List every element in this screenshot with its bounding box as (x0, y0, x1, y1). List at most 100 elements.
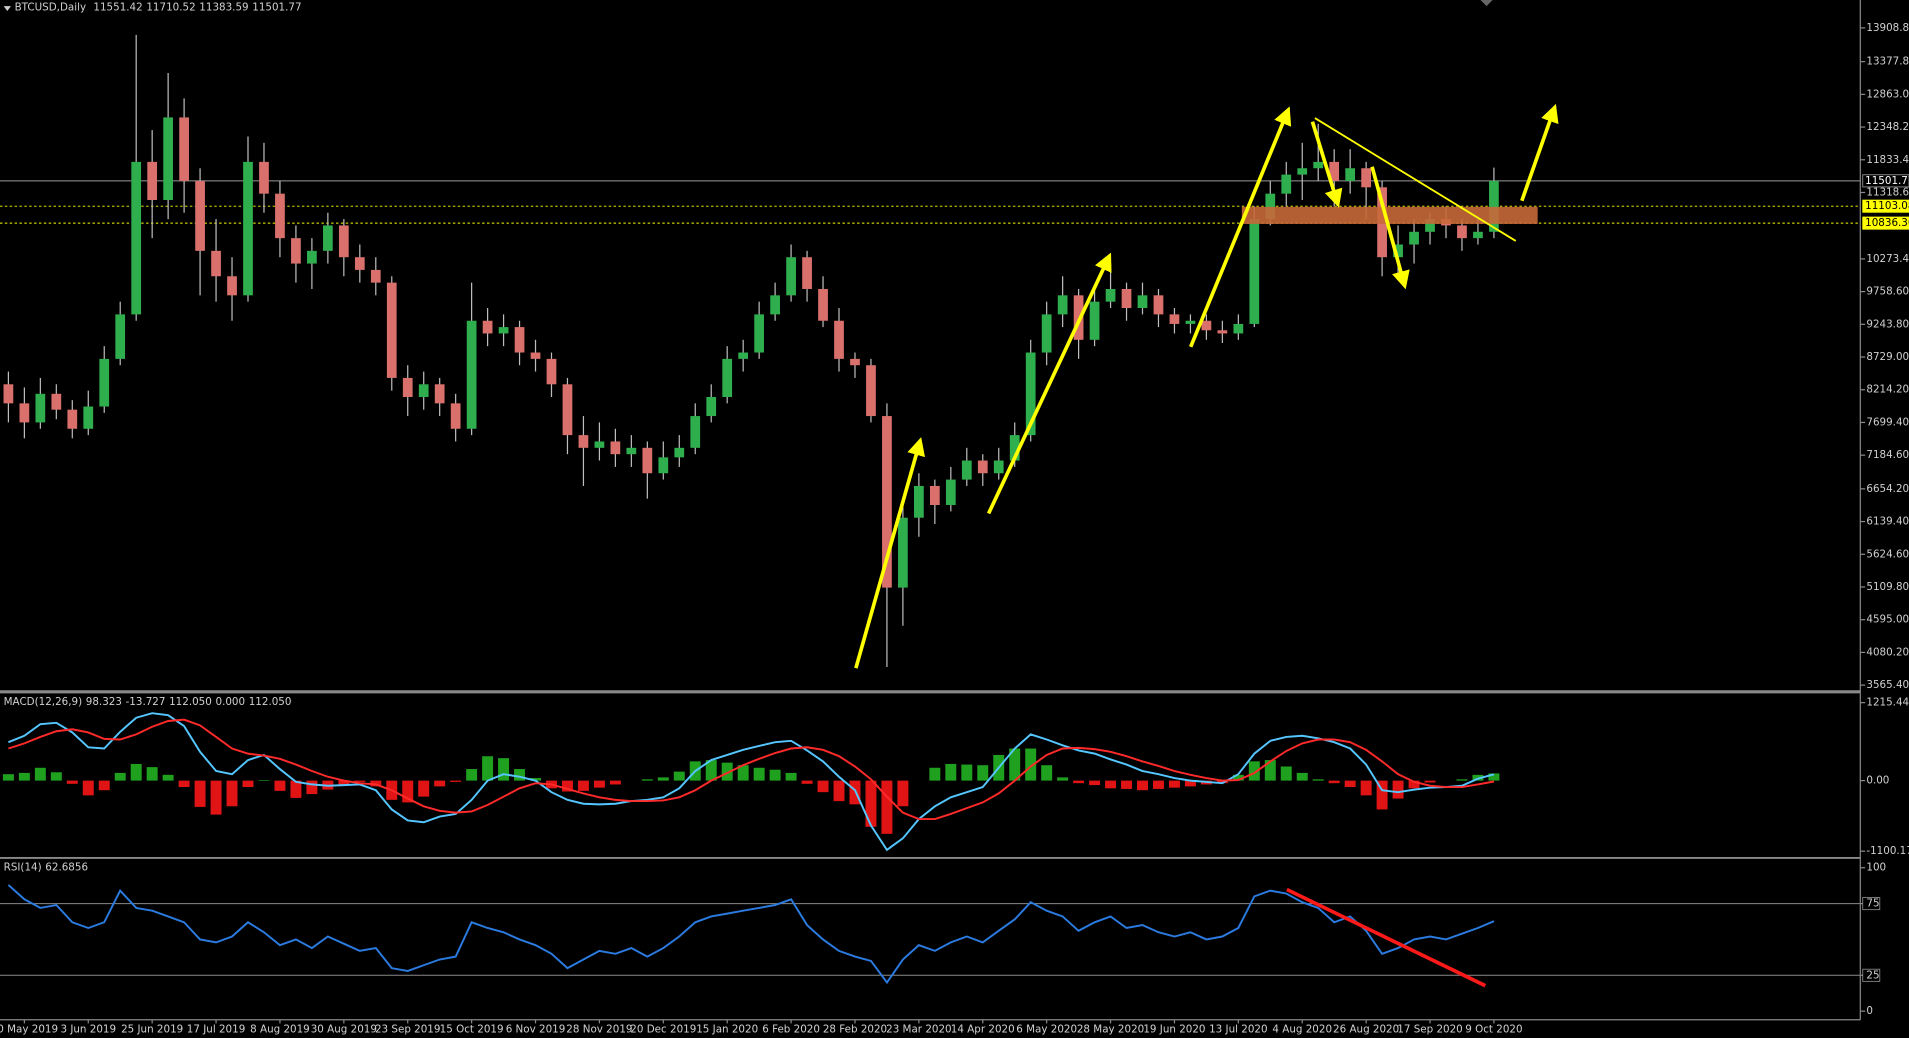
menu-triangle (3, 6, 11, 11)
candle-body (1089, 301, 1100, 340)
x-tick-label: 4 Aug 2020 (1272, 1023, 1332, 1035)
candle-body (51, 393, 62, 410)
histogram-bar (1248, 761, 1260, 781)
price-label-box (1862, 199, 1909, 213)
candle-body (786, 257, 796, 296)
histogram-bar (737, 765, 749, 781)
x-tick-label: 28 Feb 2020 (823, 1023, 887, 1035)
level-label-box (1862, 968, 1881, 982)
histogram-bar (1408, 780, 1420, 789)
y-tick-label: 5624.60 (1866, 548, 1909, 560)
histogram-bar (977, 765, 989, 781)
x-tick-label: 28 Nov 2019 (566, 1023, 632, 1035)
y-tick-label: 6139.40 (1866, 516, 1909, 528)
candle-body (1473, 231, 1483, 239)
candle-body (674, 447, 685, 458)
histogram-bar (1105, 780, 1117, 789)
candle-body (993, 460, 1004, 474)
x-tick-label: 6 May 2020 (1016, 1023, 1077, 1035)
histogram-bar (945, 763, 957, 781)
candle-body (1345, 168, 1356, 181)
y-tick-label: 11318.60 (1866, 186, 1909, 198)
histogram-bar (1456, 779, 1468, 781)
y-tick-label: 12863.00 (1866, 88, 1909, 100)
candle-body (498, 327, 509, 334)
candle-body (514, 327, 525, 353)
candle-body (450, 403, 461, 429)
candle-body (1025, 352, 1036, 436)
histogram-bar (1041, 765, 1053, 781)
x-tick-label: 8 Aug 2019 (250, 1023, 310, 1035)
histogram-bar (897, 780, 909, 807)
candle-body (211, 250, 221, 277)
candle-body (83, 406, 94, 429)
histogram-bar (881, 780, 893, 834)
x-tick-label: 17 Sep 2020 (1397, 1023, 1462, 1035)
y-tick-label: 13377.80 (1866, 56, 1909, 68)
candle-body (1121, 288, 1132, 309)
histogram-bar (258, 779, 270, 781)
candle-body (690, 416, 701, 448)
histogram-bar (402, 780, 414, 803)
y-tick-label: 8729.00 (1866, 351, 1909, 363)
candle-body (434, 384, 445, 404)
x-tick-label: 15 Jan 2020 (696, 1023, 758, 1035)
histogram-bar (801, 780, 813, 784)
candle-body (706, 396, 717, 417)
drawings: BTCUSD,Daily 11551.42 11710.52 11383.59 1150… (0, 0, 1861, 1021)
candle-body (1409, 231, 1419, 245)
symbol: BTCUSD,Daily (15, 1, 87, 13)
candle-body (882, 416, 892, 588)
histogram-bar (929, 767, 941, 781)
price-label-box (1862, 174, 1909, 188)
candle-body (1265, 193, 1276, 220)
candle-body (929, 485, 940, 506)
candle-body (1361, 168, 1371, 188)
candle-body (658, 457, 669, 474)
histogram-bar (721, 762, 733, 781)
candle-body (402, 377, 413, 397)
y-tick-label: 0.00 (1866, 775, 1889, 787)
histogram-bar (514, 769, 526, 781)
x-tick-label: 23 Mar 2020 (886, 1023, 952, 1035)
histogram-bar (226, 780, 238, 807)
histogram-bar (290, 780, 302, 798)
macd-title: MACD(12,26,9) (4, 696, 82, 708)
candle-body (115, 314, 126, 359)
candle-body (802, 257, 812, 289)
candle-body (562, 384, 573, 436)
histogram-bar (66, 780, 78, 784)
candle-body (307, 250, 317, 264)
histogram-bar (146, 767, 158, 781)
candle-body (754, 314, 765, 353)
y-tick-label: 7184.60 (1866, 449, 1909, 461)
candle-body (1329, 161, 1340, 181)
y-tick-label: 12348.20 (1866, 121, 1909, 133)
histogram-bar (1280, 766, 1292, 781)
histogram-bar (178, 780, 190, 788)
candle-body (850, 358, 860, 366)
candle-body (35, 393, 46, 423)
candle-body (338, 225, 349, 258)
histogram-bar (657, 777, 669, 781)
x-tick-label: 23 Sep 2019 (375, 1023, 440, 1035)
candle-body (179, 117, 189, 181)
close: 11501.77 (252, 1, 301, 13)
macd-value: 0.000 (215, 696, 245, 708)
histogram-bar (274, 780, 286, 791)
histogram-bar (817, 780, 829, 793)
x-tick-label: 25 Jun 2019 (121, 1023, 183, 1035)
y-tick-label: -1100.175 (1866, 845, 1909, 857)
histogram-bar (673, 771, 685, 781)
histogram-bar (162, 774, 174, 781)
level-label-box (1862, 897, 1881, 911)
candle-body (1233, 323, 1244, 334)
candle-body (466, 320, 477, 429)
candle-body (1297, 168, 1308, 175)
histogram-bar (1168, 780, 1180, 788)
candle-body (834, 320, 844, 359)
histogram-bar (1376, 780, 1388, 810)
x-tick-label: 26 Aug 2020 (1333, 1023, 1399, 1035)
arrow (986, 252, 1112, 515)
